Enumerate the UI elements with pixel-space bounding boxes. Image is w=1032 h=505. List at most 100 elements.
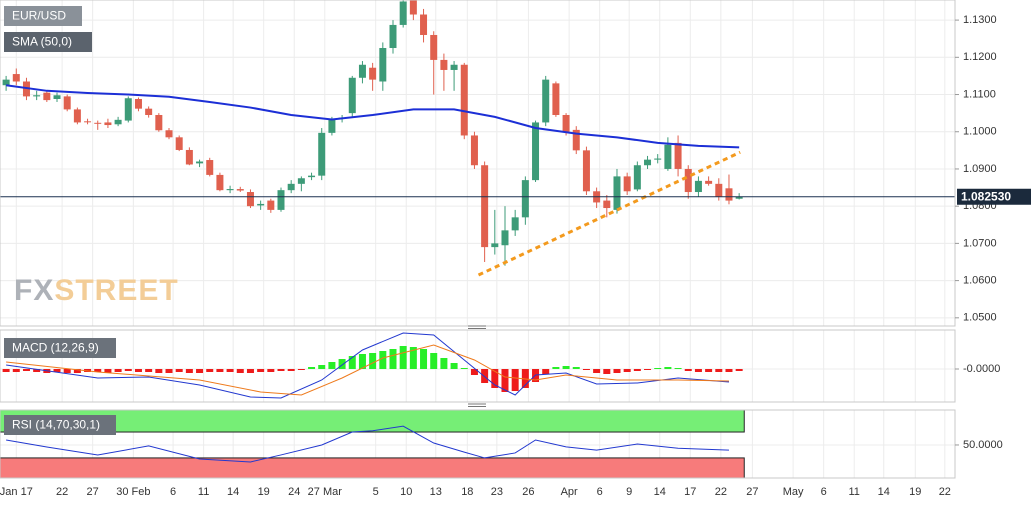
candle-body (348, 77, 356, 114)
histogram-bar (104, 369, 112, 373)
histogram-bar (114, 369, 122, 372)
trend-line (477, 150, 741, 277)
candle-body (470, 135, 478, 166)
candle-body (440, 59, 448, 70)
histogram-bar (593, 369, 601, 373)
candle-body (104, 122, 112, 126)
candle-body (369, 67, 377, 80)
candle-body (73, 109, 81, 123)
histogram-bar (481, 369, 489, 383)
histogram-bar (33, 369, 41, 372)
x-tick-label: 27 Mar (308, 486, 343, 498)
candle-body (491, 243, 499, 248)
x-tick-label: 6 (597, 486, 603, 498)
candle-body (572, 129, 580, 151)
sma-line (5, 84, 740, 149)
histogram-bar (491, 369, 499, 388)
candle-body (206, 160, 214, 175)
histogram-bar (613, 369, 621, 373)
histogram-bar (185, 369, 193, 373)
y-tick-label: 1.1300 (963, 14, 997, 26)
macd-title-box (4, 338, 116, 358)
histogram-bar (511, 369, 519, 391)
candle-body (379, 48, 387, 82)
histogram-bar (389, 349, 397, 369)
y-tick-label: 1.0600 (963, 275, 997, 287)
histogram-bar (633, 369, 641, 371)
histogram-bar (318, 365, 326, 369)
candle-body (328, 118, 336, 133)
rsi-title-box (4, 415, 116, 435)
x-tick-label: 27 (746, 486, 758, 498)
rsi-panel-border (0, 409, 956, 479)
candle-body (725, 188, 733, 201)
legend-label: SMA (50,0) (12, 35, 72, 49)
y-tick-label: -0.0000 (963, 363, 1000, 375)
histogram-bar (287, 369, 295, 371)
histogram-bar (735, 369, 743, 371)
macd-line (6, 344, 729, 396)
histogram-bar (705, 369, 713, 372)
histogram-bar (328, 362, 336, 369)
candle-body (450, 64, 458, 70)
histogram-bar (552, 367, 560, 369)
candle-body (633, 165, 641, 190)
x-tick-label: 5 (373, 486, 379, 498)
candle-body (715, 183, 723, 197)
histogram-bar (226, 369, 234, 372)
candle-body (185, 149, 193, 165)
histogram-bar (297, 369, 305, 370)
histogram-bar (694, 369, 702, 372)
candle-body (684, 168, 692, 193)
histogram-bar (409, 347, 417, 369)
histogram-bar (338, 359, 346, 369)
histogram-bar (623, 369, 631, 372)
histogram-bar (542, 369, 550, 374)
histogram-bar (236, 369, 244, 373)
candle-body (155, 114, 163, 131)
histogram-bar (53, 369, 61, 372)
x-tick-label: 9 (626, 486, 632, 498)
oversold-band (0, 457, 745, 479)
histogram-bar (603, 369, 611, 374)
candle-body (521, 180, 529, 218)
histogram-bar (12, 369, 20, 372)
candle-body (134, 98, 142, 109)
histogram-bar (450, 363, 458, 369)
x-tick-label: 30 Feb (116, 486, 150, 498)
y-tick-label: 1.0700 (963, 237, 997, 249)
histogram-bar (134, 369, 142, 372)
candle-body (511, 217, 519, 231)
candle-body (481, 165, 489, 248)
candle-body (33, 95, 41, 97)
candle-body (226, 189, 234, 191)
y-tick-label: 1.0500 (963, 312, 997, 324)
histogram-bar (440, 358, 448, 369)
candle-body (114, 119, 122, 125)
candle-body (287, 183, 295, 191)
legend-box (4, 32, 92, 52)
title-box (4, 6, 82, 26)
candle-body (84, 121, 92, 123)
candle-body (267, 200, 275, 210)
x-tick-label: 23 (491, 486, 503, 498)
y-tick-label: 1.1000 (963, 126, 997, 138)
x-tick-label: 17 (684, 486, 696, 498)
macd-panel-border (0, 329, 956, 403)
candle-body (308, 175, 316, 178)
watermark-fx: FX (14, 274, 54, 307)
histogram-bar (165, 369, 173, 373)
histogram-bar (308, 367, 316, 369)
x-tick-label: 6 (170, 486, 176, 498)
histogram-bar (420, 349, 428, 369)
candle-body (12, 74, 20, 82)
histogram-bar (379, 351, 387, 369)
x-tick-label: 14 (227, 486, 239, 498)
histogram-bar (175, 369, 183, 372)
x-tick-label: 10 (400, 486, 412, 498)
histogram-bar (246, 369, 254, 373)
candle-body (460, 64, 468, 136)
histogram-bar (216, 369, 224, 372)
histogram-bar (715, 369, 723, 372)
panel-handle (468, 325, 486, 407)
